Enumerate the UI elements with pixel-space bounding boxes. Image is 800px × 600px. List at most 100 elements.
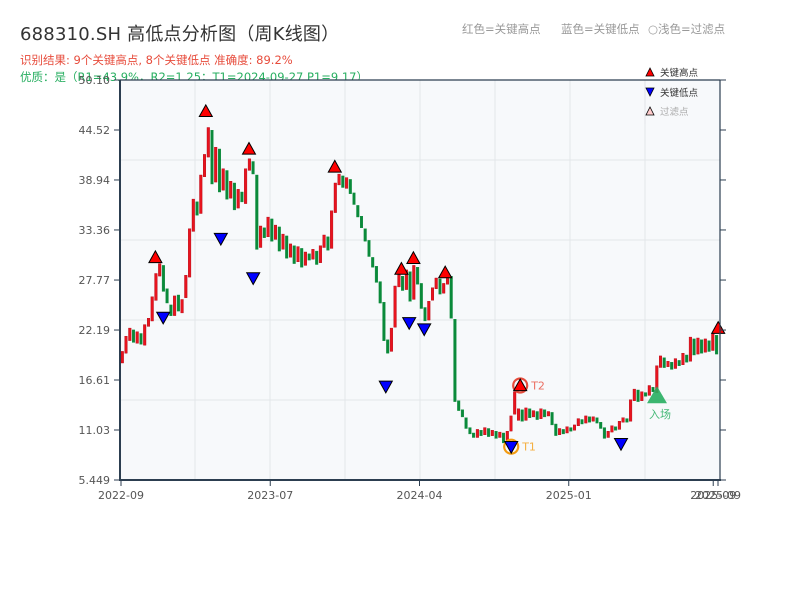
candle-up <box>617 421 621 430</box>
candle-down <box>292 245 296 264</box>
legend-label: 关键高点 <box>660 67 699 79</box>
legend-note-red: 红色=关键高点 <box>462 22 541 36</box>
candle-up <box>688 336 692 362</box>
legend-filtered-icon <box>645 106 655 116</box>
candle-down <box>374 266 378 283</box>
entry-marker-icon <box>647 386 667 404</box>
candle-down <box>326 236 330 251</box>
candle-up <box>214 146 218 183</box>
candle-down <box>685 354 689 363</box>
candle-up <box>397 274 401 288</box>
candle-down <box>348 179 352 194</box>
candle-down <box>588 416 592 423</box>
key-low-marker-icon <box>401 317 417 331</box>
candle-up <box>289 243 293 258</box>
candle-up <box>483 427 487 436</box>
candle-up <box>558 428 562 436</box>
candle-down <box>460 409 464 418</box>
y-tick-label: 27.77 <box>79 274 111 287</box>
candle-down <box>356 205 360 218</box>
candle-down <box>449 276 453 319</box>
candle-down <box>670 362 674 370</box>
candle-up <box>524 407 528 421</box>
candle-down <box>561 429 565 435</box>
candle-down <box>363 228 367 242</box>
candle-up <box>333 182 337 213</box>
candle-up <box>442 283 446 294</box>
candle-down <box>700 339 704 354</box>
candle-up <box>393 285 397 328</box>
candle-down <box>715 335 719 355</box>
candle-down <box>595 417 599 424</box>
candle-up <box>711 333 715 351</box>
candle-down <box>401 276 405 291</box>
candle-down <box>307 253 311 261</box>
candle-down <box>386 339 390 354</box>
legend-label: 关键低点 <box>660 87 699 99</box>
candle-down <box>161 265 165 292</box>
candle-down <box>270 218 274 242</box>
candle-up <box>337 173 341 186</box>
candle-down <box>139 333 143 345</box>
legend-note-faint: ○浅色=过滤点 <box>648 22 726 36</box>
y-tick-label: 50.10 <box>79 74 111 87</box>
candle-up <box>647 385 651 396</box>
candle-up <box>517 408 521 421</box>
entry-label: 入场 <box>649 407 671 421</box>
candle-down <box>262 227 266 238</box>
candle-down <box>535 411 539 420</box>
candle-down <box>360 215 364 228</box>
candle-up <box>244 168 248 204</box>
key-high-marker-icon <box>512 377 528 392</box>
candle-down <box>520 409 524 422</box>
candle-up <box>191 198 195 232</box>
candle-down <box>225 170 229 200</box>
candle-up <box>632 388 636 401</box>
candle-up <box>412 265 416 300</box>
key-high-marker-icon <box>406 250 421 264</box>
x-tick-label: 2025-09 <box>690 489 736 502</box>
candle-down <box>453 319 457 402</box>
x-tick-label: 2025-01 <box>546 489 592 502</box>
legend-label: 过滤点 <box>660 106 689 118</box>
candle-down <box>438 278 442 295</box>
candle-down <box>554 423 558 436</box>
candle-down <box>614 426 618 431</box>
candle-down <box>494 431 498 439</box>
result-summary: 识别结果: 9个关键高点, 8个关键低点 准确度: 89.2% <box>20 53 293 67</box>
key-low-marker-icon <box>155 311 171 325</box>
candle-up <box>621 417 625 423</box>
candle-up <box>199 174 203 214</box>
key-low-marker-icon <box>503 440 519 455</box>
candle-up <box>666 361 670 367</box>
candle-down <box>408 271 412 302</box>
candle-up <box>303 251 307 266</box>
candle-up <box>124 336 128 354</box>
candle-down <box>217 148 221 193</box>
candle-down <box>255 174 259 250</box>
candle-down <box>277 226 281 252</box>
candle-up <box>531 410 535 418</box>
candle-down <box>472 432 476 438</box>
key-low-marker-icon <box>416 323 432 337</box>
candle-down <box>423 307 427 322</box>
candle-up <box>180 299 184 314</box>
x-tick-label: 2024-04 <box>397 489 443 502</box>
candle-down <box>176 294 180 312</box>
candle-down <box>210 129 214 185</box>
candle-up <box>573 424 577 431</box>
candle-up <box>311 249 315 260</box>
key-low-marker-icon <box>213 232 229 247</box>
candle-up <box>513 391 517 415</box>
candle-down <box>636 389 640 402</box>
candle-down <box>169 304 173 316</box>
candle-up <box>173 295 177 316</box>
candle-up <box>610 425 614 433</box>
candle-up <box>322 234 326 248</box>
candle-down <box>341 175 345 188</box>
candle-up <box>431 287 435 301</box>
candle-down <box>419 283 423 309</box>
t2-label: T2 <box>530 379 545 392</box>
candle-up <box>221 168 225 191</box>
candle-up <box>135 331 139 344</box>
